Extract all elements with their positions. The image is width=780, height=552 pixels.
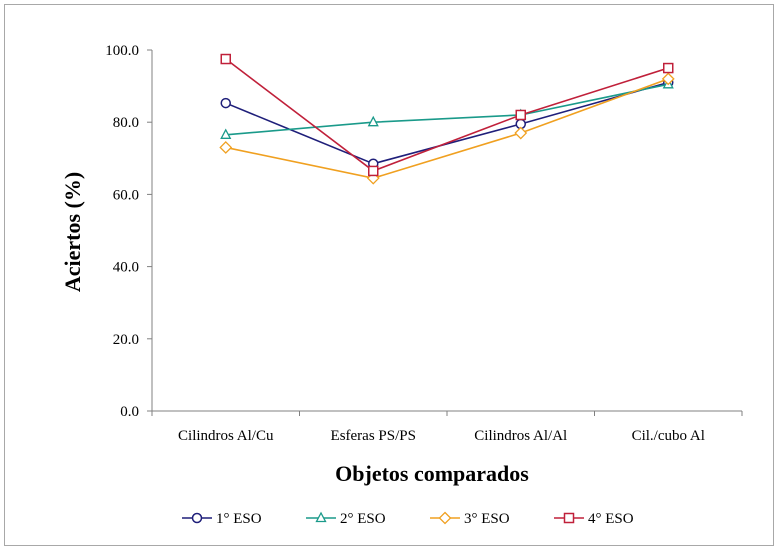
data-point [219,141,233,154]
y-axis-title: Aciertos (%) [60,172,85,292]
data-point [367,115,379,127]
x-tick-labels: Cilindros Al/Cu Esferas PS/PS Cilindros Al… [178,428,705,444]
legend-marker [563,512,575,524]
x-tick-label: Esferas PS/PS [331,428,416,444]
data-point [220,53,231,65]
data-point [515,109,526,121]
y-tick-label: 40.0 [113,260,139,276]
legend: 1° ESO 2° ESO 3° ESO 4° ESO [182,511,634,527]
series-1 [220,77,674,169]
legend-marker [315,511,327,523]
y-tick-labels: 0.0 20.0 40.0 60.0 80.0 100.0 [105,43,139,420]
legend-item: 2° ESO [306,511,386,527]
data-point [514,126,528,140]
series-3 [219,72,675,185]
series-line [225,58,669,172]
legend-label: 3° ESO [464,511,510,527]
x-tick-label: Cil./cubo Al [632,428,705,444]
series-line [225,81,669,165]
data-point [220,97,231,109]
series-line [225,78,669,179]
legend-label: 1° ESO [216,511,262,527]
legend-item: 3° ESO [430,511,510,527]
legend-marker [438,511,452,525]
legend-label: 4° ESO [588,511,634,527]
data-point [663,62,674,74]
x-tick-label: Cilindros Al/Cu [178,428,274,444]
chart-frame [4,4,774,546]
y-tick-label: 100.0 [105,43,139,59]
y-tick-label: 60.0 [113,187,139,203]
data-point [661,72,675,86]
legend-label: 2° ESO [340,511,386,527]
y-tick-label: 0.0 [120,404,139,420]
x-tick-label: Cilindros Al/Al [474,428,567,444]
axes [147,49,743,416]
series-line [225,83,669,136]
y-tick-label: 80.0 [113,115,139,131]
legend-item: 1° ESO [182,511,262,527]
data-point [220,128,232,139]
x-axis-title: Objetos comparados [335,461,529,486]
series-group [219,53,675,185]
series-4 [220,53,674,177]
legend-marker [191,512,203,524]
legend-item: 4° ESO [554,511,634,527]
y-tick-label: 20.0 [113,332,139,348]
data-point [368,165,379,177]
